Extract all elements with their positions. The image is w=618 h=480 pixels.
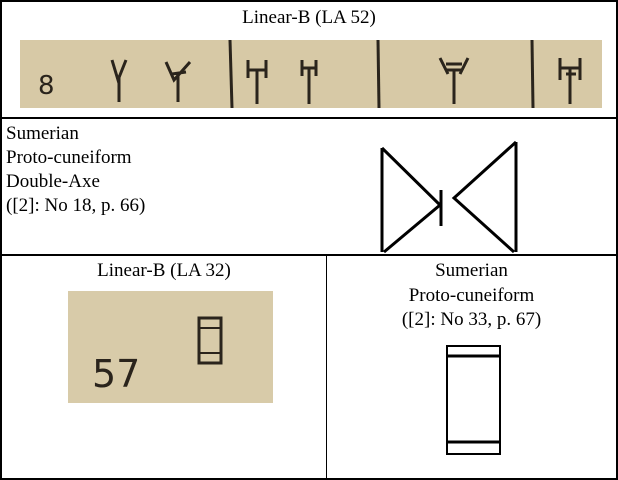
cell-line: Sumerian (6, 123, 79, 144)
photo-tablet (68, 291, 273, 403)
photo-strip (20, 40, 602, 108)
cell-line: Proto-cuneiform (408, 285, 535, 306)
cell-line: Proto-cuneiform (6, 147, 132, 168)
cell-line: Sumerian (435, 260, 508, 281)
linear-b-glyph (197, 316, 223, 365)
cell-line: ([2]: No 33, p. 67) (401, 309, 542, 330)
double-axe-glyph (380, 140, 518, 254)
linear-b-glyphs (110, 39, 582, 109)
proto-cuneiform-glyph (446, 345, 501, 455)
image-label: 8 (38, 71, 55, 101)
cell-title: Linear-B (LA 32) (97, 260, 231, 281)
image-label: 57 (92, 352, 141, 396)
cell-line: ([2]: No 18, p. 66) (6, 195, 146, 216)
cell-line: Double-Axe (6, 171, 100, 192)
cell-title: Linear-B (LA 52) (242, 7, 376, 28)
